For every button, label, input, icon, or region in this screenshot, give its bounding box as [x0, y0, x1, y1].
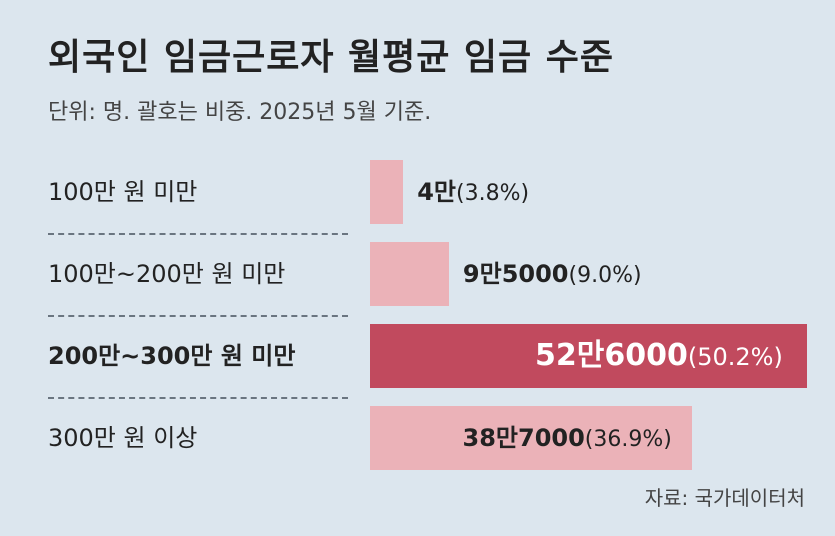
- bar: [370, 406, 692, 470]
- value-label: 52만6000: [535, 338, 688, 373]
- bar: [370, 324, 807, 388]
- value-label: 4만: [417, 177, 456, 206]
- bar: [370, 160, 404, 224]
- category-label: 100만~200만 원 미만: [48, 260, 286, 288]
- data-label: 52만6000(50.2%): [535, 341, 783, 371]
- share-label: (36.9%): [584, 426, 672, 452]
- share-label: (9.0%): [568, 262, 642, 288]
- category-label: 200만~300만 원 미만: [48, 342, 296, 370]
- share-label: (50.2%): [687, 343, 783, 371]
- category-label: 100만 원 미만: [48, 178, 198, 206]
- bar: [370, 242, 449, 306]
- data-label: 4만(3.8%): [417, 180, 529, 205]
- row-divider: [48, 315, 348, 317]
- chart-subtitle: 단위: 명. 괄호는 비중. 2025년 5월 기준.: [48, 100, 432, 125]
- chart-title: 외국인 임금근로자 월평균 임금 수준: [48, 37, 614, 78]
- value-label: 9만5000: [462, 259, 569, 288]
- data-label: 38만7000(36.9%): [463, 426, 672, 451]
- category-label: 300만 원 이상: [48, 424, 198, 452]
- row-divider: [48, 397, 348, 399]
- share-label: (3.8%): [456, 180, 530, 206]
- row-divider: [48, 233, 348, 235]
- value-label: 38만7000: [462, 423, 585, 452]
- data-label: 9만5000(9.0%): [463, 262, 642, 287]
- source-note: 자료: 국가데이터처: [644, 486, 805, 510]
